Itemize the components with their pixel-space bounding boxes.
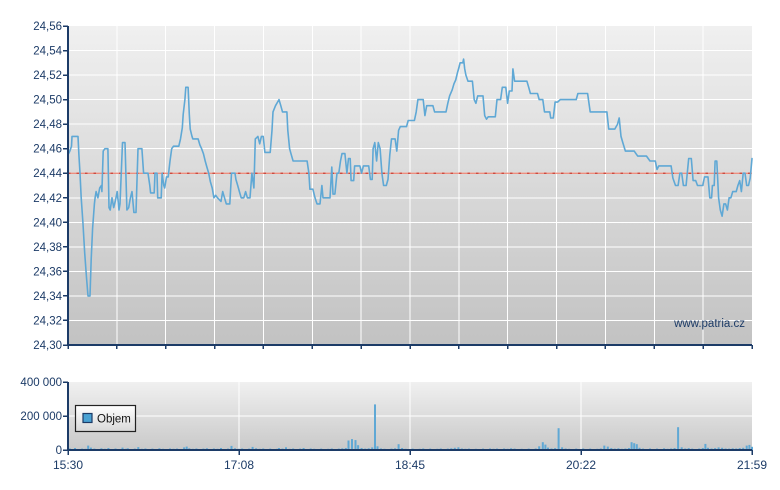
volume-bar [371,447,374,450]
price-y-axis-label: 24,38 [33,242,62,254]
volume-bar [745,445,748,450]
volume-bar [457,447,460,450]
price-y-axis-label: 24,56 [33,21,62,33]
volume-bar [347,440,350,450]
volume-bar [376,446,379,450]
time-axis-label: 20:22 [566,458,596,472]
price-y-axis-label: 24,34 [33,291,62,303]
volume-bar [557,428,560,450]
watermark: www.patria.cz [673,318,745,330]
time-axis-label: 18:45 [395,458,425,472]
volume-y-axis-label: 0 [56,445,62,457]
volume-bar [397,444,400,450]
volume-bar [121,447,124,450]
legend-label: Objem [97,414,131,426]
legend-marker [82,412,93,424]
volume-bar [606,446,609,450]
price-y-axis-label: 24,42 [33,193,62,205]
volume-bar [453,447,456,450]
volume-bar [638,447,641,450]
volume-bar [677,427,680,450]
time-axis-label: 15:30 [53,458,83,472]
price-y-axis-label: 24,32 [33,315,62,327]
price-y-axis-label: 24,52 [33,70,62,82]
time-axis-label: 17:08 [224,458,254,472]
volume-bar [630,442,633,450]
volume-bar [538,446,541,450]
price-line [67,58,753,297]
volume-bar [354,440,357,450]
volume-bar [721,447,724,450]
volume-y-axis-label: 200 000 [20,411,62,423]
volume-bar [635,444,638,450]
volume-bar [357,445,360,450]
volume-bar [89,447,92,450]
volume-y-axis-label: 400 000 [20,377,62,389]
price-y-axis-label: 24,50 [33,95,62,107]
time-axis-label: 21:59 [737,458,767,472]
price-y-axis-label: 24,46 [33,144,62,156]
volume-bar [137,447,140,450]
price-y-axis-label: 24,44 [33,168,62,180]
volume-bar [680,447,683,450]
price-y-axis-label: 24,30 [33,340,62,352]
volume-bar [87,445,90,450]
volume-bar [351,439,353,450]
price-y-axis-label: 24,40 [33,217,62,229]
volume-bar [541,442,544,450]
volume-bar [547,447,549,450]
volume-bar [633,443,636,450]
volume-bar [185,446,188,450]
volume-bar [707,447,709,450]
volume-bar [230,445,233,450]
volume-bar [748,444,751,450]
volume-bar [183,447,186,450]
volume-bar [717,447,720,450]
volume-bar [251,446,254,450]
volume-bar [285,447,287,450]
volume-bar [561,447,564,450]
volume-bar [544,444,547,450]
volume-bar [374,404,376,450]
price-y-axis-label: 24,54 [33,46,62,58]
price-y-axis-label: 24,48 [33,119,62,131]
volume-bar [603,445,606,450]
volume-bar [751,446,753,450]
volume-bar [704,443,707,450]
price-y-axis-label: 24,36 [33,266,62,278]
volume-bar [742,447,745,450]
